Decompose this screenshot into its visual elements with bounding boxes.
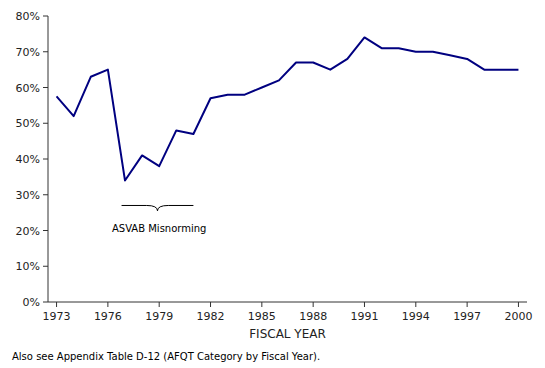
x-axis-label: FISCAL YEAR — [249, 327, 326, 341]
y-tick-label: 80% — [16, 10, 40, 23]
x-tick — [518, 302, 519, 307]
y-tick-label: 60% — [16, 82, 40, 95]
y-tick — [43, 123, 48, 124]
chart: 0% 10% 20% 30% 40% 50% 60% 70% 80% 1973 1976 1979 19… — [0, 0, 545, 368]
y-tick-label: 30% — [16, 189, 40, 202]
y-tick — [43, 51, 48, 52]
y-tick-label: 50% — [16, 117, 40, 130]
x-tick-label: 1988 — [299, 310, 327, 323]
x-tick — [210, 302, 211, 307]
data-group — [57, 37, 519, 180]
y-tick — [43, 87, 48, 88]
y-tick-label: 10% — [16, 260, 40, 273]
x-tick-label: 1985 — [248, 310, 276, 323]
x-tick-label: 1994 — [402, 310, 430, 323]
x-tick — [261, 302, 262, 307]
x-tick-label: 1997 — [453, 310, 481, 323]
x-tick-label: 1991 — [350, 310, 378, 323]
annotation-brace — [122, 205, 194, 210]
y-tick — [43, 230, 48, 231]
x-tick — [467, 302, 468, 307]
y-tick-label: 0% — [23, 296, 40, 309]
y-tick — [43, 159, 48, 160]
x-tick — [415, 302, 416, 307]
x-tick-label: 1982 — [197, 310, 225, 323]
y-tick-label: 70% — [16, 46, 40, 59]
y-tick — [43, 16, 48, 17]
y-tick — [43, 302, 48, 303]
line — [57, 37, 519, 180]
y-tick — [43, 194, 48, 195]
x-tick — [159, 302, 160, 307]
x-tick — [56, 302, 57, 307]
x-tick-label: 1973 — [43, 310, 71, 323]
x-tick — [313, 302, 314, 307]
x-tick — [364, 302, 365, 307]
footnote: Also see Appendix Table D-12 (AFQT Categ… — [12, 351, 320, 362]
y-tick — [43, 266, 48, 267]
y-tick-label: 20% — [16, 225, 40, 238]
x-tick-label: 1979 — [145, 310, 173, 323]
x-tick-label: 1976 — [94, 310, 122, 323]
annotation: ASVAB Misnorming — [112, 223, 206, 234]
y-tick-label: 40% — [16, 153, 40, 166]
x-axis-line — [48, 302, 527, 303]
x-tick — [107, 302, 108, 307]
x-tick-label: 2000 — [504, 310, 532, 323]
